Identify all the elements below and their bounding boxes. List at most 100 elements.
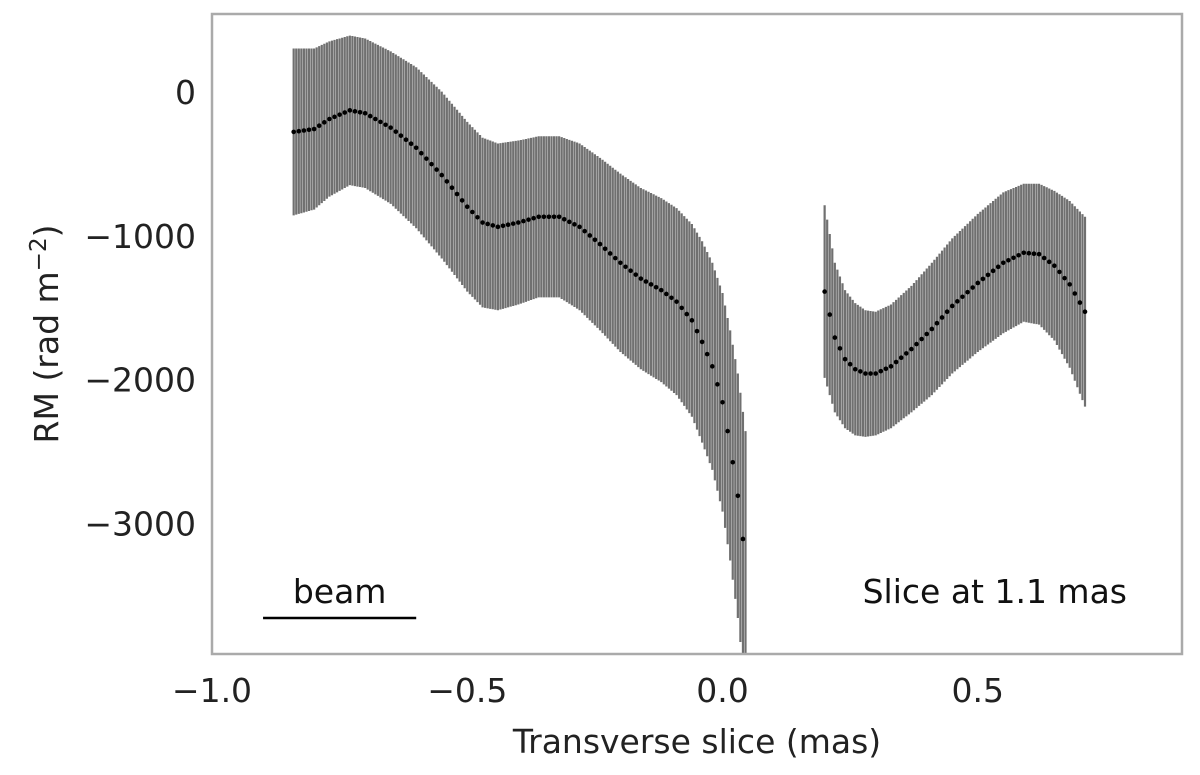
data-point	[327, 116, 332, 122]
x-tick-label: 0.0	[696, 671, 748, 710]
data-point	[352, 109, 358, 114]
data-point	[495, 224, 501, 230]
data-point	[868, 371, 873, 376]
data-point	[658, 287, 664, 293]
data-point	[556, 214, 562, 220]
data-point	[919, 336, 924, 342]
data-point	[413, 145, 419, 151]
data-point	[316, 123, 322, 128]
data-point	[684, 311, 690, 317]
data-point	[847, 361, 853, 367]
data-point	[1072, 291, 1078, 296]
data-point	[362, 110, 368, 116]
y-axis-label-exponent: −2	[26, 237, 52, 271]
data-point	[955, 299, 960, 304]
data-point	[873, 371, 878, 376]
data-point	[904, 351, 909, 356]
data-point	[827, 312, 833, 317]
data-point	[480, 220, 485, 225]
data-point	[965, 289, 970, 295]
data-point	[393, 129, 399, 134]
data-point	[613, 255, 618, 261]
data-point	[985, 272, 991, 278]
data-point	[929, 326, 935, 332]
data-point	[306, 127, 312, 133]
data-point	[408, 141, 414, 147]
data-point	[689, 318, 695, 323]
data-point	[1026, 250, 1032, 256]
data-point	[561, 217, 567, 222]
x-tick-label: −1.0	[172, 671, 252, 710]
data-point	[510, 221, 516, 226]
data-point	[939, 315, 945, 320]
data-point	[995, 264, 1001, 270]
data-point	[526, 217, 531, 222]
data-point	[449, 185, 455, 191]
data-point	[914, 341, 919, 347]
data-point	[378, 119, 383, 125]
data-point	[970, 285, 975, 290]
data-point	[521, 218, 526, 224]
data-point	[551, 214, 557, 220]
data-point	[1062, 275, 1067, 281]
x-tick-label: 0.5	[952, 671, 1004, 710]
y-tick-label: −1000	[84, 217, 196, 256]
data-point	[715, 382, 720, 387]
data-point	[373, 116, 378, 122]
data-point	[980, 276, 986, 282]
data-point	[291, 129, 296, 135]
data-point	[730, 459, 736, 465]
plot-frame	[210, 12, 1184, 656]
data-point	[475, 214, 480, 220]
data-point	[429, 161, 434, 167]
y-axis-label: RM (rad m−2)	[26, 225, 66, 444]
y-tick-label: −3000	[84, 505, 196, 544]
data-point	[587, 233, 593, 238]
data-point	[546, 214, 552, 220]
data-point	[679, 305, 684, 311]
data-point	[975, 280, 981, 286]
beam-label: beam	[293, 572, 387, 611]
y-axis-label-main: RM (rad m	[27, 271, 66, 443]
data-point	[342, 110, 348, 115]
data-point	[643, 279, 649, 284]
data-point	[419, 150, 424, 156]
data-point	[1041, 255, 1047, 261]
data-point	[704, 351, 710, 357]
data-point	[822, 289, 827, 294]
data-point	[863, 371, 868, 376]
data-point	[944, 309, 950, 315]
data-point	[618, 260, 623, 266]
x-tick-label: −0.5	[427, 671, 507, 710]
data-point	[909, 346, 914, 352]
data-point	[664, 291, 669, 297]
data-point	[669, 295, 674, 301]
data-point	[1057, 269, 1062, 275]
data-point	[301, 128, 307, 133]
data-point	[1011, 255, 1016, 261]
data-point	[1046, 259, 1052, 265]
data-point	[572, 222, 577, 227]
data-point	[852, 366, 858, 372]
data-point	[541, 214, 547, 220]
y-ticks: 0 −1000 −2000 −3000	[84, 73, 196, 543]
data-point	[597, 241, 603, 247]
data-point	[1031, 251, 1037, 256]
data-point	[623, 264, 628, 270]
data-point	[1021, 250, 1027, 256]
data-points	[291, 108, 1088, 542]
data-point	[858, 369, 863, 374]
data-point	[398, 133, 404, 138]
data-point	[500, 223, 506, 229]
data-point	[531, 215, 536, 221]
data-point	[949, 303, 955, 309]
data-point	[582, 228, 587, 234]
data-point	[1082, 309, 1088, 315]
data-point	[1001, 260, 1006, 266]
data-point	[1067, 282, 1072, 287]
data-point	[1016, 252, 1021, 258]
y-axis-label-close: )	[27, 225, 66, 238]
data-point	[1052, 263, 1057, 268]
data-point	[740, 536, 746, 542]
data-point	[924, 331, 930, 337]
